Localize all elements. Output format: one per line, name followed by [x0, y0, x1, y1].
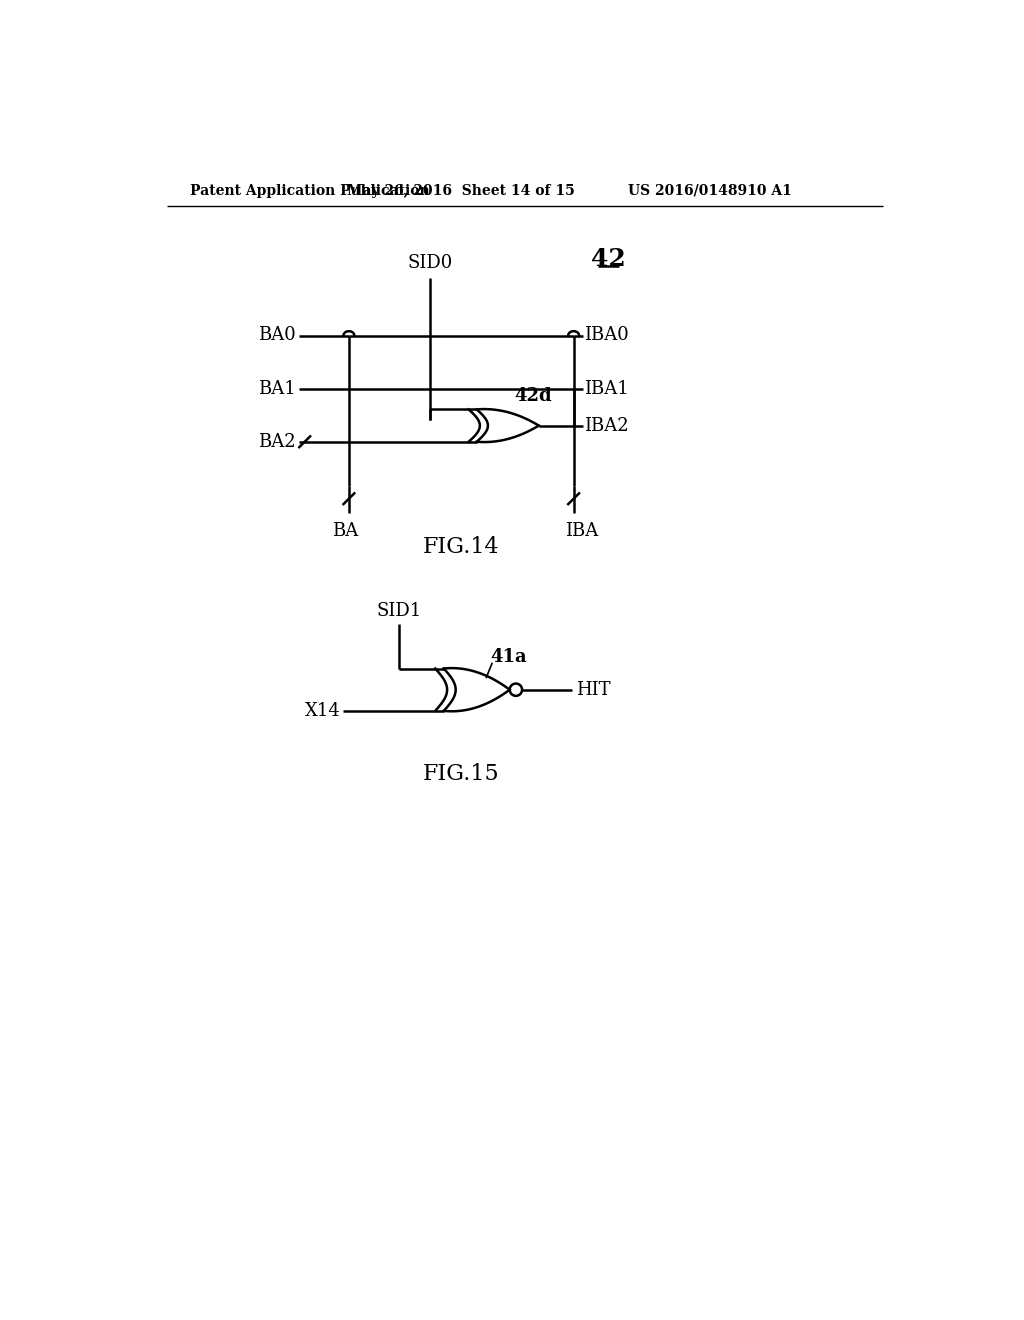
Text: May 26, 2016  Sheet 14 of 15: May 26, 2016 Sheet 14 of 15 — [347, 183, 575, 198]
Text: X14: X14 — [304, 702, 340, 719]
Text: US 2016/0148910 A1: US 2016/0148910 A1 — [628, 183, 792, 198]
Text: SID0: SID0 — [408, 255, 453, 272]
Text: IBA: IBA — [565, 521, 598, 540]
Text: BA2: BA2 — [258, 433, 295, 450]
Text: 41a: 41a — [490, 648, 527, 667]
Text: IBA0: IBA0 — [585, 326, 629, 345]
Text: BA0: BA0 — [258, 326, 295, 345]
Text: SID1: SID1 — [377, 602, 422, 620]
Text: BA1: BA1 — [258, 380, 295, 399]
Text: IBA1: IBA1 — [585, 380, 629, 399]
Text: FIG.14: FIG.14 — [423, 536, 500, 558]
Text: Patent Application Publication: Patent Application Publication — [190, 183, 430, 198]
Text: BA: BA — [332, 521, 358, 540]
Text: 42: 42 — [591, 247, 626, 271]
Text: IBA2: IBA2 — [585, 417, 629, 434]
Text: HIT: HIT — [577, 681, 611, 698]
Text: 42d: 42d — [514, 387, 552, 405]
Text: FIG.15: FIG.15 — [423, 763, 500, 785]
